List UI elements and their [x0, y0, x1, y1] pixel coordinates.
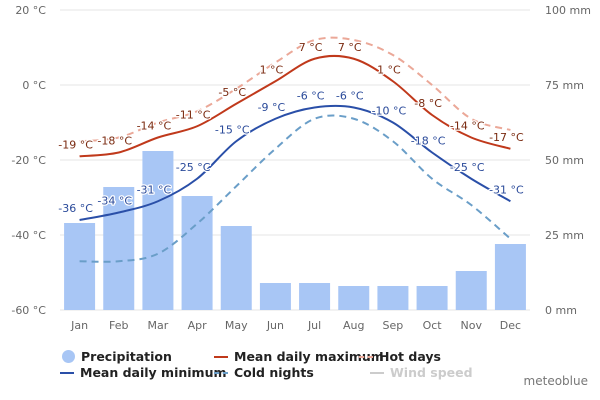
- x-tick-label: Jul: [307, 319, 321, 332]
- precipitation-bar: [259, 283, 291, 310]
- y-left-tick-label: -40 °C: [11, 229, 46, 242]
- precipitation-bar: [338, 286, 370, 310]
- x-tick-label: Sep: [383, 319, 404, 332]
- data-label: -25 °C: [450, 161, 485, 174]
- line-swatch-icon: [60, 371, 74, 374]
- x-tick-label: Jan: [70, 319, 88, 332]
- precipitation-bar: [416, 286, 448, 310]
- precipitation-bar: [142, 151, 174, 310]
- legend-cold-nights[interactable]: Cold nights: [214, 365, 314, 380]
- y-right-tick-label: 75 mm: [545, 79, 584, 92]
- precipitation-swatch-icon: [62, 350, 75, 363]
- x-tick-label: Aug: [343, 319, 364, 332]
- legend-label: Hot days: [379, 349, 441, 364]
- y-left-tick-label: -20 °C: [11, 154, 46, 167]
- mean-daily-maximum-line: [79, 54, 511, 158]
- x-tick-label: Jun: [266, 319, 284, 332]
- x-tick-label: Oct: [423, 319, 443, 332]
- x-tick-label: Nov: [461, 319, 483, 332]
- data-label: -18 °C: [411, 135, 446, 148]
- mean-daily-minimum-line: [79, 104, 511, 221]
- precipitation-bar: [220, 226, 252, 310]
- precipitation-bar: [455, 271, 487, 310]
- legend-wind-speed[interactable]: Wind speed: [370, 365, 473, 380]
- data-label: -25 °C: [176, 161, 211, 174]
- precipitation-bar: [103, 187, 135, 310]
- precipitation-bar: [494, 244, 526, 310]
- precipitation-bar: [181, 196, 213, 310]
- y-right-tick-label: 25 mm: [545, 229, 584, 242]
- legend-mean-daily-minimum[interactable]: Mean daily minimum: [60, 365, 227, 380]
- y-left-tick-label: 20 °C: [15, 4, 46, 17]
- data-label: -31 °C: [137, 183, 172, 196]
- x-tick-label: Dec: [500, 319, 521, 332]
- data-label: -31 °C: [489, 183, 524, 196]
- data-label: -8 °C: [414, 97, 442, 110]
- cold-nights-line: [79, 114, 512, 263]
- x-tick-label: Apr: [188, 319, 208, 332]
- data-label: -9 °C: [258, 101, 286, 114]
- data-label: -15 °C: [215, 123, 250, 136]
- credit: meteoblue: [523, 374, 588, 388]
- data-label: -17 °C: [489, 131, 524, 144]
- data-label: -5 °C: [218, 86, 246, 99]
- x-tick-label: Mar: [148, 319, 169, 332]
- data-label: -34 °C: [97, 195, 132, 208]
- data-label: -14 °C: [450, 120, 485, 133]
- legend-label: Precipitation: [81, 349, 172, 364]
- data-label: 7 °C: [338, 41, 362, 54]
- line-swatch-icon: [214, 355, 228, 358]
- data-label: 7 °C: [299, 41, 323, 54]
- precipitation-bar: [299, 283, 331, 310]
- legend-mean-daily-maximum[interactable]: Mean daily maximum: [214, 349, 384, 364]
- precipitation-bar: [64, 223, 96, 310]
- x-tick-label: May: [225, 319, 248, 332]
- legend-label: Cold nights: [234, 365, 314, 380]
- precipitation-bar: [377, 286, 409, 310]
- legend-precipitation[interactable]: Precipitation: [62, 349, 172, 364]
- data-label: -11 °C: [176, 108, 211, 121]
- data-label: -6 °C: [336, 90, 364, 103]
- y-left-tick-label: -60 °C: [11, 304, 46, 317]
- legend-label: Wind speed: [390, 365, 473, 380]
- y-right-tick-label: 0 mm: [545, 304, 577, 317]
- x-tick-label: Feb: [109, 319, 128, 332]
- y-right-tick-label: 100 mm: [545, 4, 591, 17]
- legend-hot-days[interactable]: Hot days: [359, 349, 441, 364]
- line-swatch-icon: [370, 371, 384, 374]
- dash-swatch-icon: [214, 371, 228, 374]
- data-label: -36 °C: [58, 202, 93, 215]
- data-label: -18 °C: [97, 135, 132, 148]
- data-label: -6 °C: [297, 90, 325, 103]
- y-left-tick-label: 0 °C: [22, 79, 46, 92]
- data-label: 1 °C: [377, 63, 401, 76]
- legend-label: Mean daily maximum: [234, 349, 384, 364]
- data-label: -14 °C: [137, 120, 172, 133]
- y-right-tick-label: 50 mm: [545, 154, 584, 167]
- hot-days-line: [79, 36, 511, 143]
- data-label: -10 °C: [372, 105, 407, 118]
- dash-swatch-icon: [359, 355, 373, 358]
- data-label: 1 °C: [260, 63, 284, 76]
- legend-label: Mean daily minimum: [80, 365, 227, 380]
- data-label: -19 °C: [58, 138, 93, 151]
